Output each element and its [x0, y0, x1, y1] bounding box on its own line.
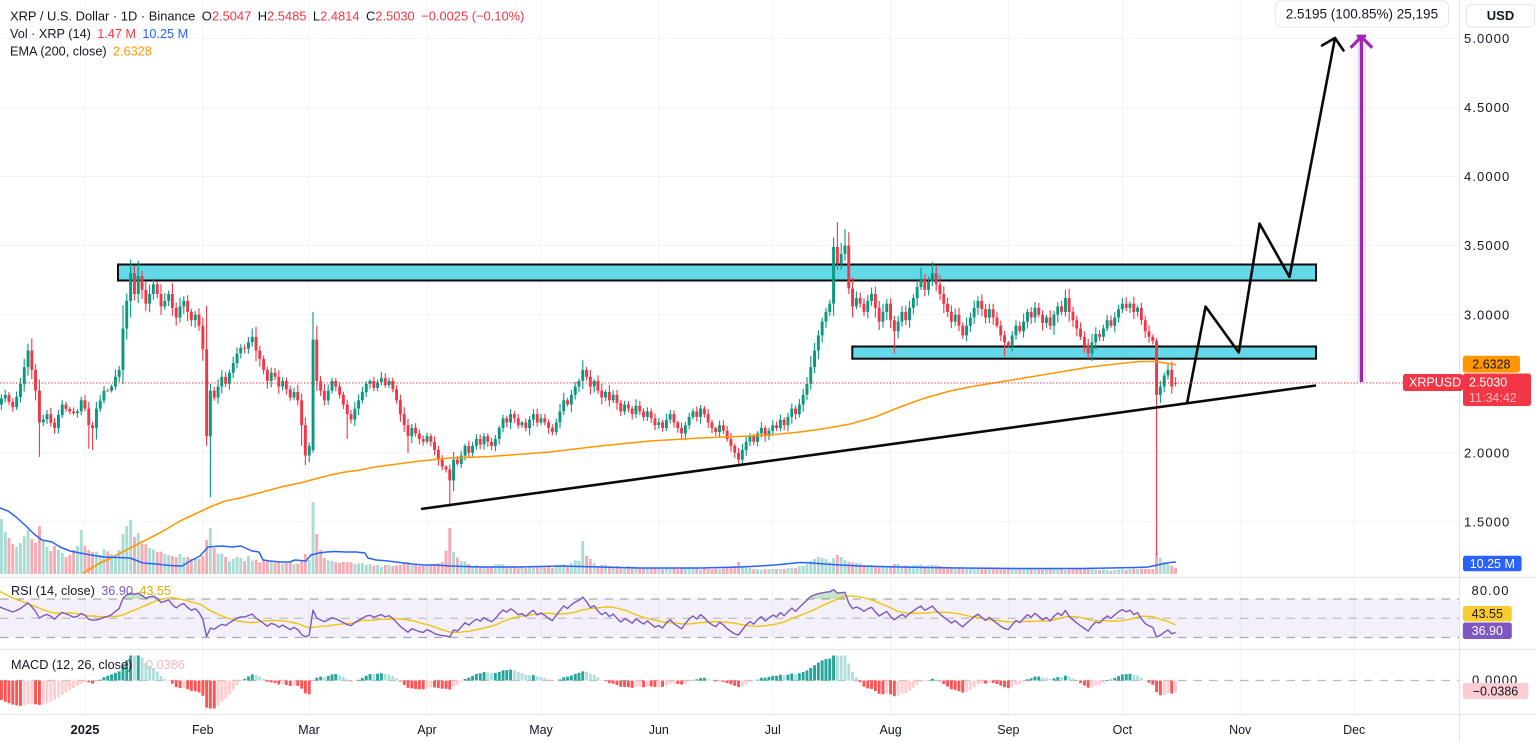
- svg-text:XRP / U.S. Dollar · 1D · Binan: XRP / U.S. Dollar · 1D · Binance O2.5047…: [10, 9, 524, 24]
- svg-text:80.00: 80.00: [1472, 583, 1510, 598]
- svg-text:Mar: Mar: [298, 723, 320, 737]
- svg-text:36.90: 36.90: [1472, 624, 1503, 638]
- svg-text:3.5000: 3.5000: [1464, 238, 1510, 253]
- svg-text:−0.0386: −0.0386: [1473, 684, 1519, 698]
- svg-text:43.55: 43.55: [1472, 607, 1503, 621]
- svg-text:2025: 2025: [71, 722, 100, 737]
- svg-text:Vol · XRP (14) 1.47 M 10.25 M: Vol · XRP (14) 1.47 M 10.25 M: [10, 27, 188, 41]
- svg-text:5.0000: 5.0000: [1464, 31, 1510, 46]
- svg-text:Aug: Aug: [879, 723, 901, 737]
- svg-text:Jun: Jun: [649, 723, 669, 737]
- svg-text:10.25 M: 10.25 M: [1470, 557, 1515, 571]
- svg-text:Feb: Feb: [192, 723, 214, 737]
- svg-text:11:34:42: 11:34:42: [1469, 391, 1517, 405]
- svg-text:2.5030: 2.5030: [1469, 375, 1507, 389]
- svg-text:4.0000: 4.0000: [1464, 169, 1510, 184]
- svg-text:EMA (200, close) 2.6328: EMA (200, close) 2.6328: [10, 45, 152, 59]
- svg-text:RSI (14, close) 36.90 43.55: RSI (14, close) 36.90 43.55: [11, 584, 171, 598]
- svg-text:Oct: Oct: [1113, 723, 1133, 737]
- svg-text:MACD (12, 26, close) −0.0386: MACD (12, 26, close) −0.0386: [11, 658, 185, 672]
- svg-text:Sep: Sep: [997, 723, 1019, 737]
- svg-text:2.0000: 2.0000: [1464, 445, 1510, 460]
- svg-text:May: May: [529, 723, 553, 737]
- svg-text:4.5000: 4.5000: [1464, 100, 1510, 115]
- svg-text:3.0000: 3.0000: [1464, 307, 1510, 322]
- svg-text:XRPUSD: XRPUSD: [1409, 376, 1461, 390]
- svg-text:1.5000: 1.5000: [1464, 515, 1510, 530]
- svg-text:Apr: Apr: [417, 723, 436, 737]
- svg-text:Nov: Nov: [1229, 723, 1252, 737]
- svg-text:USD: USD: [1487, 8, 1514, 23]
- svg-text:2.5195 (100.85%) 25,195: 2.5195 (100.85%) 25,195: [1286, 7, 1438, 22]
- svg-text:2.6328: 2.6328: [1472, 358, 1510, 372]
- svg-text:Jul: Jul: [765, 723, 781, 737]
- svg-text:Dec: Dec: [1343, 723, 1365, 737]
